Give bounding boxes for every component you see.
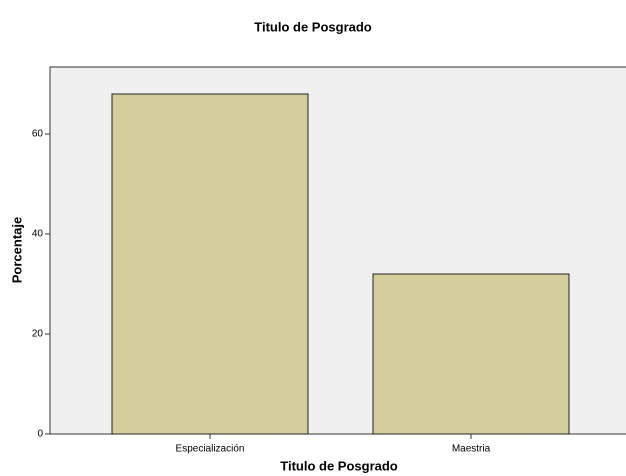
y-tick-label: 0 [37, 429, 43, 440]
x-axis-label: Titulo de Posgrado [280, 458, 398, 473]
y-tick-label: 40 [32, 229, 44, 240]
y-tick-label: 60 [32, 129, 44, 140]
bar [372, 273, 570, 435]
x-tick-label: Especialización [176, 444, 245, 455]
y-axis-label: Porcentaje [9, 217, 24, 283]
y-tick-label: 20 [32, 329, 44, 340]
bar [111, 93, 309, 435]
chart-title: Titulo de Posgrado [254, 19, 372, 34]
x-tick-label: Maestria [452, 444, 491, 455]
